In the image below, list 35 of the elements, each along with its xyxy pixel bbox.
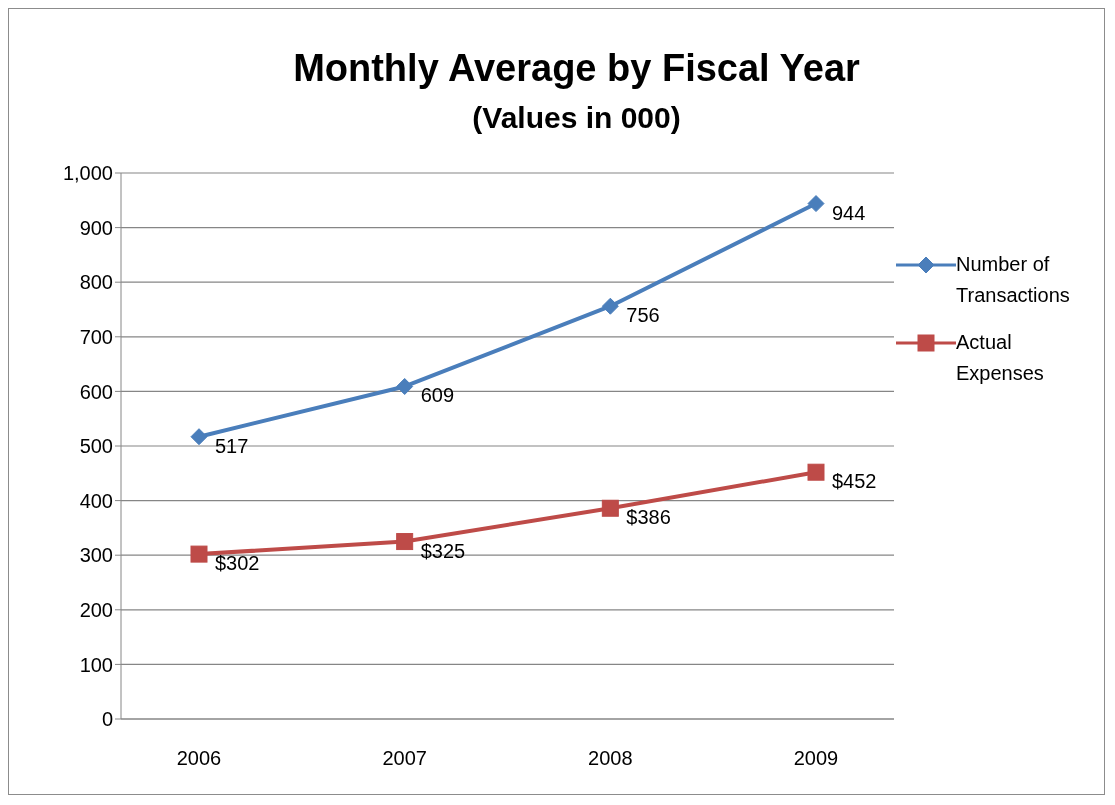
point	[396, 377, 414, 395]
chart-title: Monthly Average by Fiscal Year	[292, 47, 861, 90]
y-tick-label: 500	[79, 435, 113, 458]
y-tick-label: 400	[79, 489, 113, 512]
x-tick-label: 2009	[793, 747, 839, 770]
y-tick-label: 300	[79, 544, 113, 567]
x-tick-label: 2007	[382, 747, 427, 770]
y-tick-label: 800	[79, 271, 113, 294]
point	[601, 297, 619, 315]
y-tick-label: 1,000	[62, 162, 113, 185]
y-tick-label: 600	[79, 380, 113, 403]
y-tick-label: 200	[79, 598, 113, 621]
legend-label: Number of Transactions	[956, 252, 1071, 308]
data-label: $452	[832, 470, 877, 493]
data-label: 609	[420, 384, 455, 407]
y-tick-label: 900	[79, 216, 113, 239]
point	[190, 428, 208, 446]
x-tick-label: 2006	[176, 747, 222, 770]
data-label: $325	[420, 539, 466, 562]
data-label: 756	[626, 304, 660, 327]
data-label: $302	[215, 552, 260, 575]
data-label: $386	[626, 506, 671, 529]
point	[807, 195, 825, 213]
y-tick-label: 700	[79, 325, 113, 348]
legend-label: Actual Expenses	[956, 330, 1045, 386]
chart-subtitle: (Values in 000)	[471, 101, 682, 135]
data-label: 517	[215, 434, 249, 457]
y-tick-label: 100	[79, 653, 113, 676]
x-tick-label: 2008	[588, 747, 633, 770]
point	[601, 499, 619, 517]
point	[807, 463, 825, 481]
y-tick-label: 0	[101, 708, 113, 731]
data-label: 944	[832, 201, 866, 224]
point	[396, 533, 414, 551]
point	[190, 545, 208, 563]
